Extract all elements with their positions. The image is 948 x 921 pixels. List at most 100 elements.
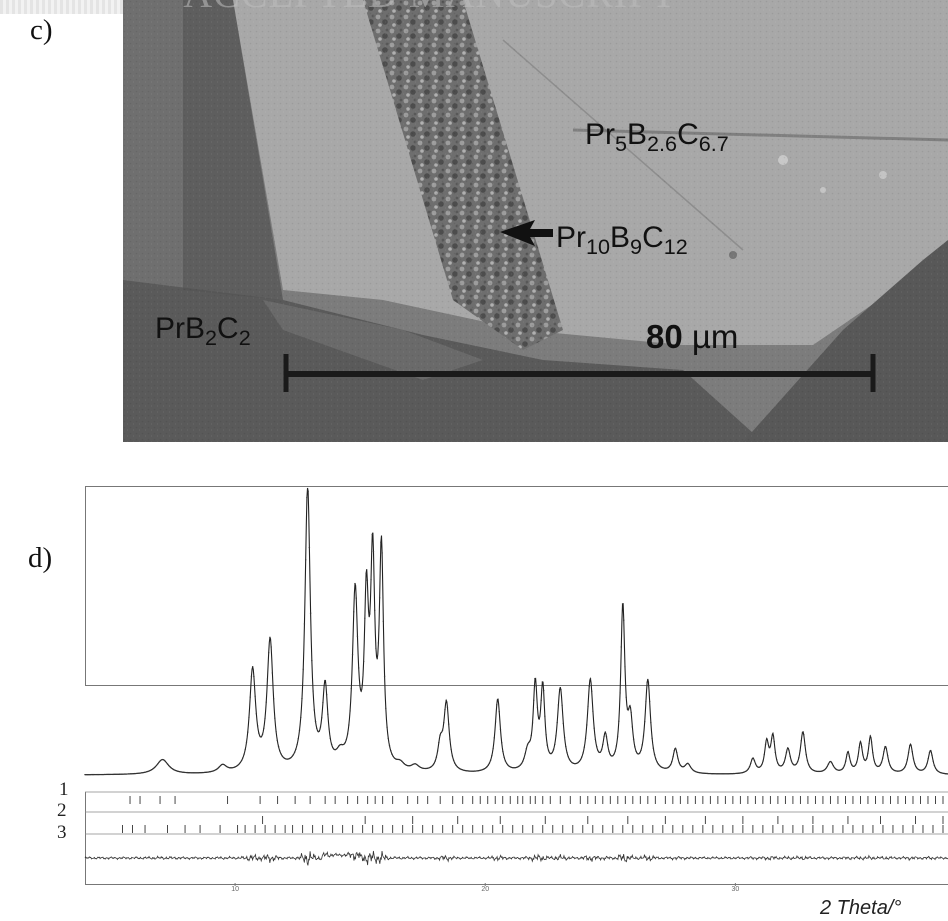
observed-point [392, 755, 394, 758]
observed-point [550, 752, 552, 755]
observed-point [854, 764, 857, 766]
observed-point [615, 745, 618, 747]
observed-point [894, 769, 896, 772]
observed-point [339, 744, 341, 746]
observed-point [780, 765, 783, 767]
observed-point [816, 770, 819, 773]
observed-point [693, 770, 695, 772]
observed-point [403, 763, 406, 765]
observed-point [529, 739, 531, 742]
observed-point [743, 771, 746, 773]
observed-point [713, 773, 715, 775]
observed-point [715, 773, 717, 775]
observed-point [123, 773, 126, 775]
observed-point [705, 772, 708, 775]
observed-point [330, 743, 333, 746]
observed-point [334, 748, 336, 751]
observed-point [928, 751, 931, 754]
observed-point [486, 766, 488, 768]
observed-point [197, 772, 200, 774]
observed-point [99, 773, 101, 776]
observed-point [533, 699, 535, 701]
observed-point [847, 750, 849, 753]
observed-point [824, 768, 826, 771]
observed-point [651, 737, 653, 739]
observed-point [198, 772, 201, 774]
observed-point [536, 707, 539, 709]
observed-point [419, 766, 422, 768]
observed-point [96, 773, 99, 776]
observed-point [471, 770, 473, 772]
observed-point [851, 764, 853, 766]
observed-point [297, 738, 299, 740]
observed-point [459, 767, 461, 770]
observed-point [849, 761, 852, 763]
observed-point [288, 757, 291, 760]
observed-point [534, 677, 536, 680]
observed-point [430, 765, 433, 768]
observed-point [863, 758, 865, 761]
observed-point [878, 765, 880, 767]
observed-point [277, 745, 280, 748]
observed-point [685, 763, 688, 765]
observed-point [271, 672, 274, 674]
observed-point [732, 772, 735, 775]
observed-point [584, 737, 587, 740]
observed-point [544, 715, 546, 717]
observed-point [653, 753, 656, 756]
observed-point [388, 745, 391, 747]
observed-point [598, 751, 600, 754]
observed-point [270, 646, 272, 648]
observed-point [907, 752, 910, 754]
observed-point [507, 764, 509, 766]
observed-point [106, 773, 108, 776]
sem-micrograph: Pr5B2.6C6.7 Pr10B9C12 PrB2C2 80 µm [123, 0, 948, 442]
observed-point [465, 769, 467, 772]
observed-point [456, 766, 459, 768]
phase-row-label: 2 [57, 800, 67, 821]
observed-point [833, 767, 836, 769]
observed-point [335, 748, 338, 750]
observed-point [192, 772, 195, 774]
observed-point [673, 750, 676, 752]
observed-point [399, 759, 402, 761]
observed-point [679, 764, 682, 766]
observed-point [729, 773, 731, 775]
observed-point [502, 750, 504, 753]
observed-point [526, 743, 529, 746]
observed-point [436, 750, 439, 752]
observed-point [796, 761, 799, 763]
difference-curve [84, 850, 948, 866]
observed-point [537, 718, 540, 720]
observed-point [821, 770, 823, 772]
observed-point [567, 756, 569, 758]
observed-point [767, 742, 769, 744]
observed-point [726, 773, 729, 775]
observed-point [609, 753, 611, 756]
observed-point [276, 739, 279, 742]
panel-label-d: d) [28, 542, 53, 574]
observed-point [223, 764, 226, 766]
observed-point [136, 772, 138, 775]
observed-point [494, 721, 497, 723]
observed-point [316, 727, 318, 730]
observed-point [658, 764, 661, 767]
observed-point [104, 773, 106, 776]
observed-point [761, 763, 763, 766]
observed-point [877, 765, 879, 768]
observed-point [635, 750, 637, 752]
observed-point [483, 768, 486, 770]
observed-point [439, 734, 441, 736]
observed-point [200, 771, 202, 774]
observed-point [724, 773, 726, 775]
observed-point [324, 679, 327, 682]
observed-point [758, 766, 761, 768]
observed-point [386, 726, 388, 728]
observed-point [89, 773, 91, 776]
observed-point [856, 761, 858, 763]
observed-point [880, 761, 883, 764]
observed-point [890, 766, 892, 769]
observed-point [719, 773, 721, 775]
observed-point [182, 771, 185, 774]
observed-point [655, 758, 657, 760]
